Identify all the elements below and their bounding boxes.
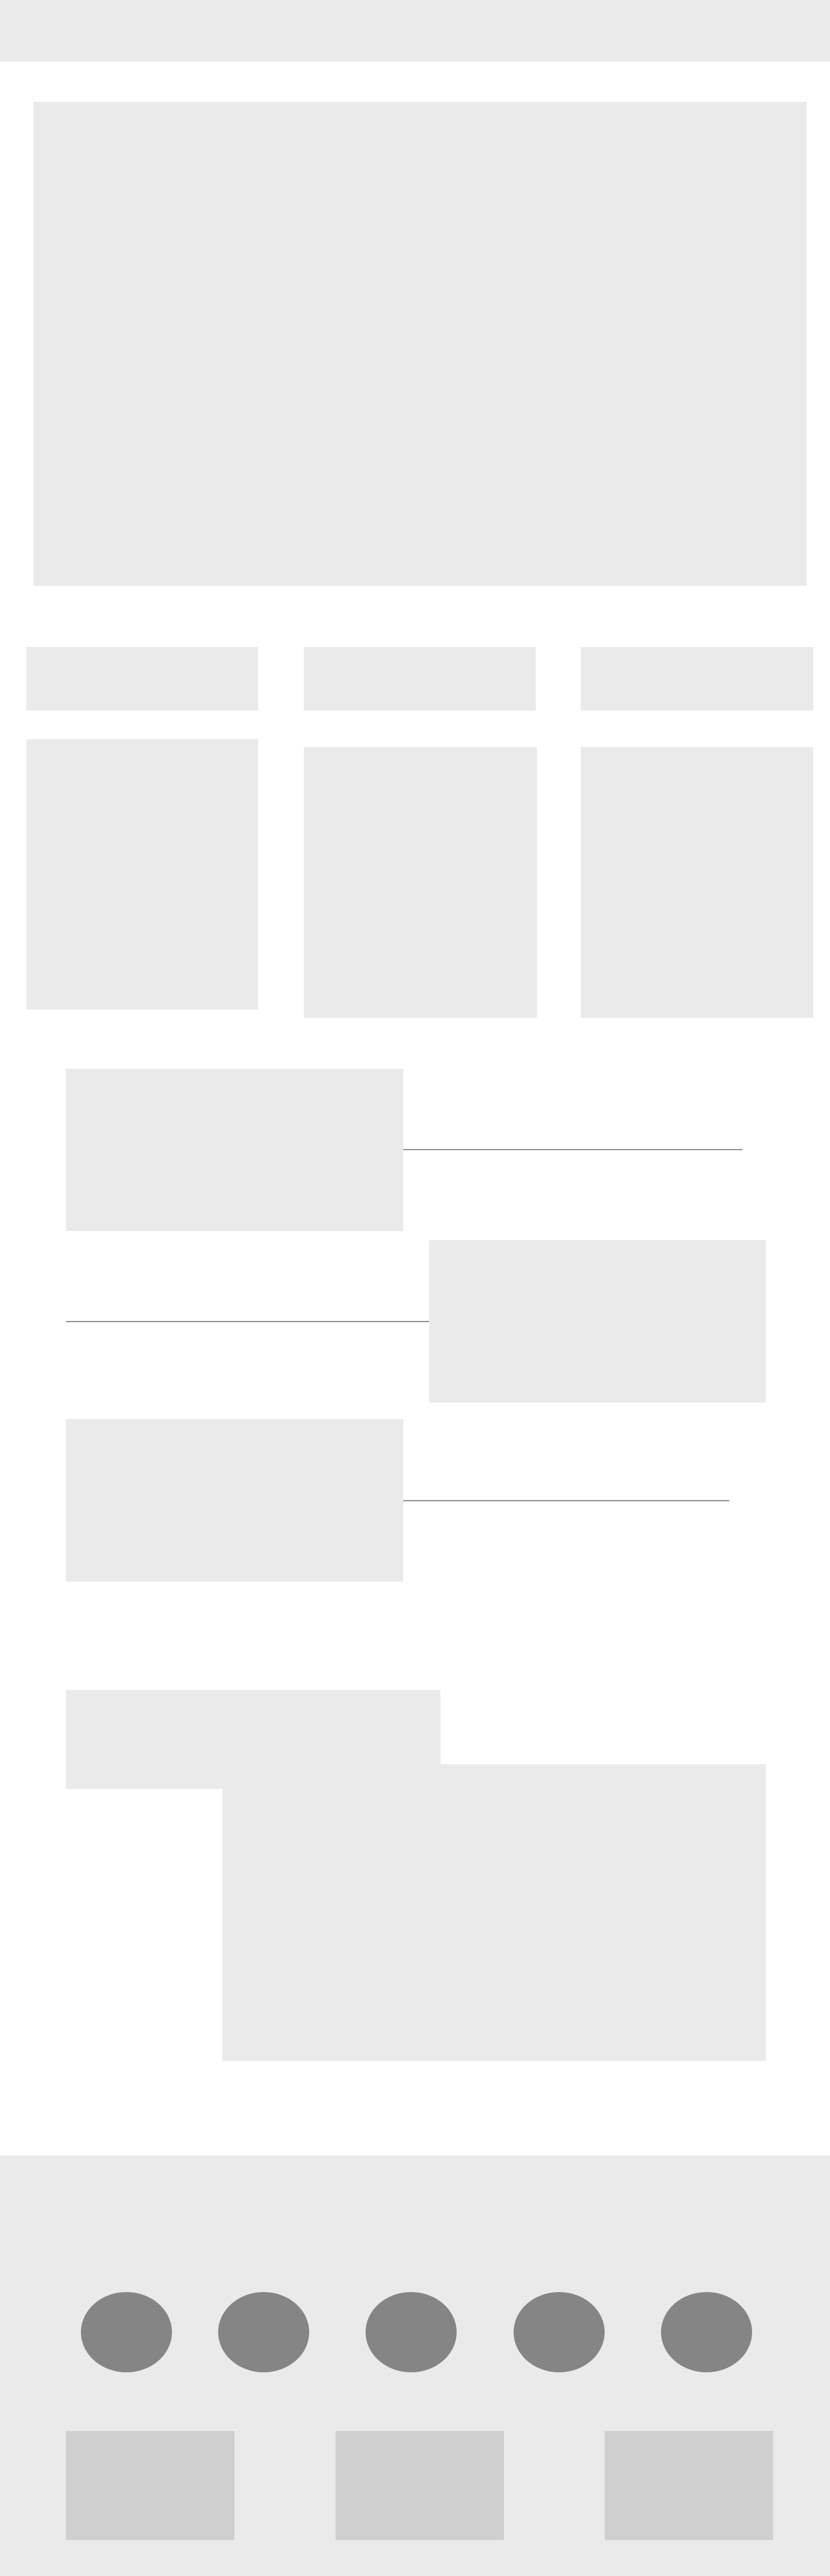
social-icon-5[interactable] — [661, 2292, 752, 2372]
footer — [0, 2155, 830, 2576]
feature-card-3-body-placeholder — [581, 747, 813, 1018]
timeline-item-2-divider — [66, 1321, 429, 1322]
overlap-back-placeholder — [222, 1764, 766, 2061]
feature-card-1-body-placeholder — [26, 739, 258, 1009]
timeline-item-3-placeholder — [66, 1419, 403, 1582]
social-icon-4[interactable] — [514, 2292, 605, 2372]
footer-block-3 — [605, 2431, 773, 2540]
timeline-item-3-divider — [403, 1500, 729, 1501]
feature-card-2-title-placeholder — [304, 647, 536, 710]
social-icon-1[interactable] — [81, 2292, 172, 2372]
overlap-front-placeholder — [66, 1690, 440, 1789]
social-icon-3[interactable] — [366, 2292, 457, 2372]
header-bar — [0, 0, 830, 62]
timeline-item-1-divider — [403, 1149, 743, 1150]
hero-image-placeholder — [34, 102, 807, 586]
feature-card-1-title-placeholder — [26, 647, 258, 710]
social-icon-2[interactable] — [218, 2292, 309, 2372]
feature-card-2-body-placeholder — [304, 747, 537, 1018]
footer-block-1 — [66, 2431, 234, 2540]
footer-block-2 — [336, 2431, 504, 2540]
feature-card-3-title-placeholder — [581, 647, 813, 710]
timeline-item-2-placeholder — [429, 1240, 766, 1402]
timeline-item-1-placeholder — [66, 1069, 403, 1231]
